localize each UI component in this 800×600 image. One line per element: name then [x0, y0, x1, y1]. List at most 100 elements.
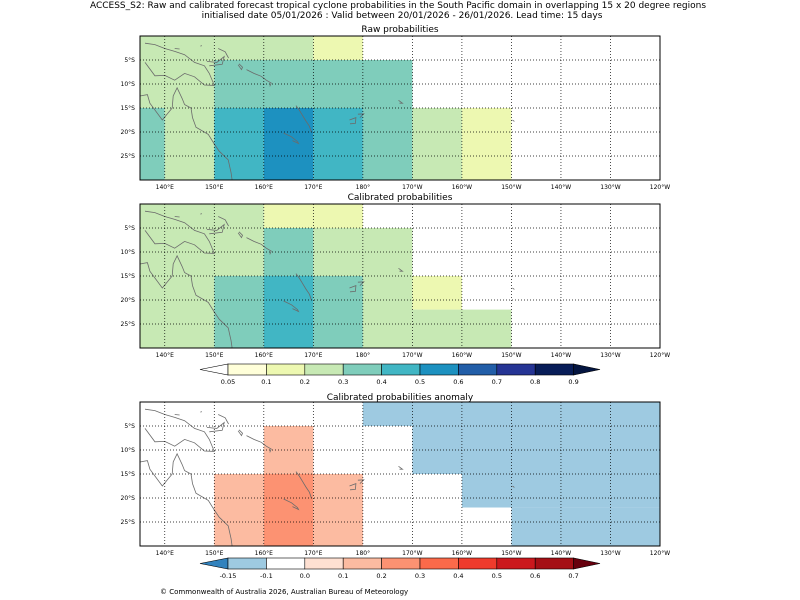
- coastline: [144, 42, 215, 86]
- longitude-tick-label: 160°E: [255, 550, 273, 557]
- colorbar-tick-label: 0.8: [530, 378, 540, 386]
- longitude-tick-label: 140°E: [156, 184, 174, 191]
- longitude-tick-label: 170°E: [304, 184, 322, 191]
- map-frame: [139, 203, 661, 349]
- probability-cell: [263, 276, 314, 348]
- longitude-tick-label: 170°W: [402, 352, 422, 359]
- colorbar-segment: [458, 557, 498, 570]
- coastline: [174, 48, 180, 50]
- coastline: [283, 132, 300, 145]
- longitude-tick-label: 150°E: [205, 550, 223, 557]
- probability-cell: [164, 108, 215, 180]
- coastline: [349, 285, 357, 293]
- colorbar-tick-label: 0.7: [492, 378, 502, 386]
- map-frame: [139, 401, 661, 547]
- latitude-tick-label: 20°S: [121, 495, 136, 502]
- colorbar-tick-label: 0.4: [453, 572, 463, 580]
- probability-cell: [214, 108, 264, 180]
- coastline: [206, 223, 225, 235]
- latitude-tick-label: 5°S: [124, 225, 135, 232]
- probability-cell: [140, 204, 264, 276]
- probability-cell: [313, 36, 363, 60]
- coastline: [357, 479, 365, 484]
- longitude-tick-label: 160°E: [255, 352, 273, 359]
- longitude-tick-label: 140°E: [156, 550, 174, 557]
- longitude-tick-label: 150°W: [501, 352, 521, 359]
- probability-cell: [140, 276, 215, 348]
- colorbar-over-arrow: [573, 363, 601, 376]
- coastline: [237, 429, 243, 437]
- probability-cell: [313, 474, 363, 546]
- colorbar-tick-label: 0.6: [530, 572, 540, 580]
- longitude-tick-label: 170°E: [304, 550, 322, 557]
- colorbar-tick-label: 0.5: [492, 572, 502, 580]
- colorbar-tick-label: 0.05: [221, 378, 235, 386]
- longitude-tick-label: 140°E: [156, 352, 174, 359]
- coastline: [200, 411, 203, 413]
- coastline: [512, 287, 515, 290]
- probability-cell: [461, 507, 512, 546]
- colorbar-tick-label: 0.6: [453, 378, 463, 386]
- map-frame: [139, 35, 661, 181]
- colorbar-tick-label: 0.3: [415, 572, 425, 580]
- longitude-tick-label: 180°: [356, 352, 370, 359]
- colorbar-tick-label: -0.1: [260, 572, 273, 580]
- colorbar-segment: [534, 363, 574, 376]
- longitude-tick-label: 120°W: [650, 550, 670, 557]
- calibrated-probabilities-title: Calibrated probabilities: [348, 193, 453, 203]
- colorbar-tick-label: 0.0: [300, 572, 310, 580]
- probability-cell: [313, 108, 363, 180]
- colorbar-under-arrow: [199, 557, 229, 570]
- coastline: [144, 210, 215, 254]
- probability-cell: [313, 276, 363, 348]
- colorbar-segment: [227, 557, 267, 570]
- colorbar-segment: [458, 363, 498, 376]
- latitude-tick-label: 25°S: [121, 519, 136, 526]
- latitude-tick-label: 25°S: [121, 321, 136, 328]
- colorbar-tick-label: 0.2: [300, 378, 310, 386]
- longitude-tick-label: 150°E: [205, 184, 223, 191]
- probability-colorbar: 0.05 0.1 0.2 0.3 0.4 0.5 0.6 0.7 0.8 0.9: [199, 363, 601, 386]
- coastline: [200, 45, 203, 47]
- coastline: [398, 99, 404, 104]
- probability-cell: [362, 108, 413, 180]
- coastline: [512, 485, 515, 488]
- probability-cell: [461, 474, 660, 508]
- coastline: [512, 119, 515, 122]
- coastline: [357, 113, 365, 118]
- longitude-tick-label: 170°W: [402, 184, 422, 191]
- coastline: [218, 216, 229, 227]
- latitude-tick-label: 15°S: [121, 105, 136, 112]
- coastline: [144, 408, 215, 452]
- raw-probabilities-panel: Raw probabilities 140°E 150°E 160°E 170°E 18…: [121, 25, 671, 191]
- calibrated-probabilities-panel: Calibrated probabilities 140°E 150°E 160°E…: [121, 193, 671, 359]
- colorbar-segment: [266, 557, 306, 570]
- probability-cell: [140, 36, 215, 60]
- colorbar-tick-label: 0.5: [415, 378, 425, 386]
- colorbar-over-arrow: [573, 557, 601, 570]
- coastline: [200, 213, 203, 215]
- longitude-tick-label: 180°: [356, 550, 370, 557]
- coastline: [174, 414, 180, 416]
- coastline: [398, 267, 404, 272]
- probability-cell: [412, 276, 462, 310]
- latitude-tick-label: 15°S: [121, 273, 136, 280]
- longitude-tick-label: 130°W: [600, 184, 620, 191]
- probability-cell: [140, 108, 165, 180]
- colorbar-tick-label: -0.15: [220, 572, 237, 580]
- probability-cell: [412, 474, 462, 508]
- colorbar-tick-label: 0.2: [376, 572, 386, 580]
- coastline: [357, 281, 365, 286]
- coastline: [349, 117, 357, 125]
- latitude-tick-label: 10°S: [121, 81, 136, 88]
- colorbar-tick-label: 0.4: [376, 378, 386, 386]
- colorbar-tick-label: 0.1: [261, 378, 271, 386]
- longitude-tick-label: 140°W: [551, 352, 571, 359]
- longitude-tick-label: 140°W: [551, 184, 571, 191]
- probability-cell: [263, 474, 314, 546]
- anomaly-panel: Calibrated probabilities anomaly 140°E 15…: [121, 393, 671, 557]
- longitude-tick-label: 130°W: [600, 352, 620, 359]
- colorbar-segment: [342, 363, 382, 376]
- colorbar-segment: [266, 363, 306, 376]
